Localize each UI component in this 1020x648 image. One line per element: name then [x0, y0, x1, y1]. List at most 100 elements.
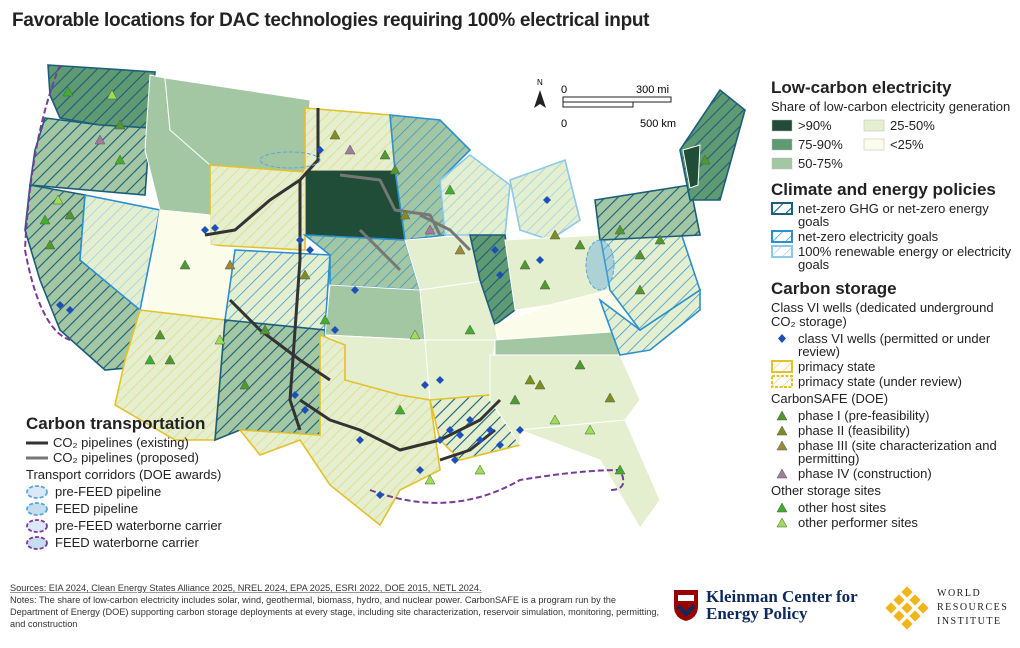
site [524, 374, 536, 385]
legend-swatch [776, 502, 788, 513]
state-hatch [594, 184, 701, 241]
legend-swatch [26, 485, 48, 499]
legend-group: other host sites other performer sites [771, 501, 1016, 529]
legend-group: net-zero GHG or net-zero energy goals net… [771, 202, 1016, 271]
logo: WORLD RESOURCES INSTITUTE [885, 586, 1017, 630]
site [164, 354, 176, 365]
site [106, 89, 118, 100]
scale-label: 500 km [640, 118, 676, 130]
site [699, 154, 711, 165]
swatch [26, 519, 48, 533]
well [356, 436, 364, 444]
swatch [776, 425, 788, 436]
legend-swatch [26, 456, 48, 460]
state-hatch [224, 249, 331, 331]
well [211, 224, 219, 232]
legend-swatch [771, 245, 793, 258]
swatch [771, 360, 793, 373]
swatch [778, 334, 786, 343]
corridor [23, 64, 71, 341]
legend-label: other performer sites [798, 515, 918, 530]
state-hatch [238, 333, 441, 527]
legend-item: other performer sites [771, 516, 1016, 529]
site [52, 194, 64, 205]
title: Favorable locations for DAC technologies… [12, 10, 650, 31]
legend-item: pre-FEED waterborne carrier [26, 519, 286, 534]
legend-swatch [26, 519, 48, 533]
legend-swatch [863, 138, 885, 151]
well [331, 326, 339, 334]
site [299, 269, 311, 280]
scale-label: 0 [561, 84, 567, 96]
legend-item: FEED pipeline [26, 502, 286, 517]
legend-swatch [776, 440, 788, 451]
legend-label: primacy state [798, 359, 876, 374]
well [201, 226, 209, 234]
site [394, 404, 406, 415]
swatch [771, 138, 793, 151]
well [291, 391, 299, 399]
swatch [26, 485, 48, 499]
legend-item: phase IV (construction) [771, 467, 1016, 480]
state [324, 284, 426, 341]
site [519, 259, 531, 270]
well [316, 146, 324, 154]
legend-swatch [771, 119, 793, 132]
footer: Sources: EIA 2024, Clean Energy States A… [10, 582, 660, 630]
legend-label: 25-50% [890, 118, 935, 133]
legend-title: Low-carbon electricity [771, 78, 952, 97]
logo-mark [885, 586, 929, 630]
sources: Sources: EIA 2024, Clean Energy States A… [10, 583, 482, 593]
legend: Carbon transportation CO₂ pipelines (exi… [26, 414, 286, 553]
state-hatch [469, 234, 516, 327]
legend-item: primacy state (under review) [771, 375, 1016, 388]
swatch [863, 119, 885, 132]
site [114, 119, 126, 130]
well [351, 286, 359, 294]
pipeline [439, 428, 496, 462]
legend-label: 100% renewable energy or electricity goa… [798, 244, 1012, 272]
legend-item: >90% [771, 119, 863, 132]
pipeline [358, 228, 402, 272]
site [344, 144, 356, 155]
logo-text: Kleinman Center for Energy Policy [706, 587, 858, 623]
site [614, 464, 626, 475]
corridor [585, 239, 615, 291]
site [574, 359, 586, 370]
site [144, 354, 156, 365]
site [534, 379, 546, 390]
site [224, 259, 236, 270]
legend-swatch [771, 375, 793, 388]
site [454, 244, 466, 255]
legend-label: >90% [798, 118, 832, 133]
swatch [771, 202, 793, 215]
legend-label: FEED pipeline [55, 501, 139, 516]
site [539, 279, 551, 290]
corridor [369, 468, 625, 504]
site [634, 249, 646, 260]
legend-item: other host sites [771, 501, 1016, 514]
well [56, 301, 64, 309]
well [436, 376, 444, 384]
swatch [776, 517, 788, 528]
site [424, 224, 436, 235]
north-label: N [537, 78, 543, 87]
legend-swatch [771, 157, 793, 170]
state-hatch [29, 117, 151, 196]
pipeline [228, 298, 331, 382]
legend-item: 25-50% [863, 119, 973, 132]
scale-label: 0 [561, 118, 567, 130]
legend-swatch [26, 502, 48, 516]
site [474, 464, 486, 475]
legend-label: class VI wells (permitted or under revie… [798, 331, 991, 359]
legend-item: phase I (pre-feasibility) [771, 409, 1016, 422]
legend-swatch [771, 138, 793, 151]
states [24, 64, 746, 529]
site [614, 224, 626, 235]
site [389, 164, 401, 175]
swatch [771, 157, 793, 170]
site [44, 239, 56, 250]
north-arrow [534, 90, 546, 108]
pipeline [419, 213, 472, 252]
